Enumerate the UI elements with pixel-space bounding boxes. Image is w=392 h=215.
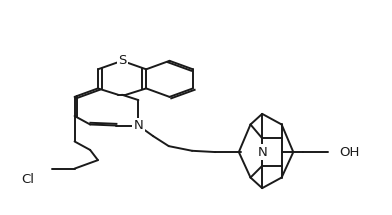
Text: Cl: Cl	[21, 173, 34, 186]
Text: S: S	[118, 54, 126, 67]
Text: OH: OH	[339, 146, 360, 159]
Text: N: N	[134, 119, 143, 132]
Text: N: N	[257, 146, 267, 159]
